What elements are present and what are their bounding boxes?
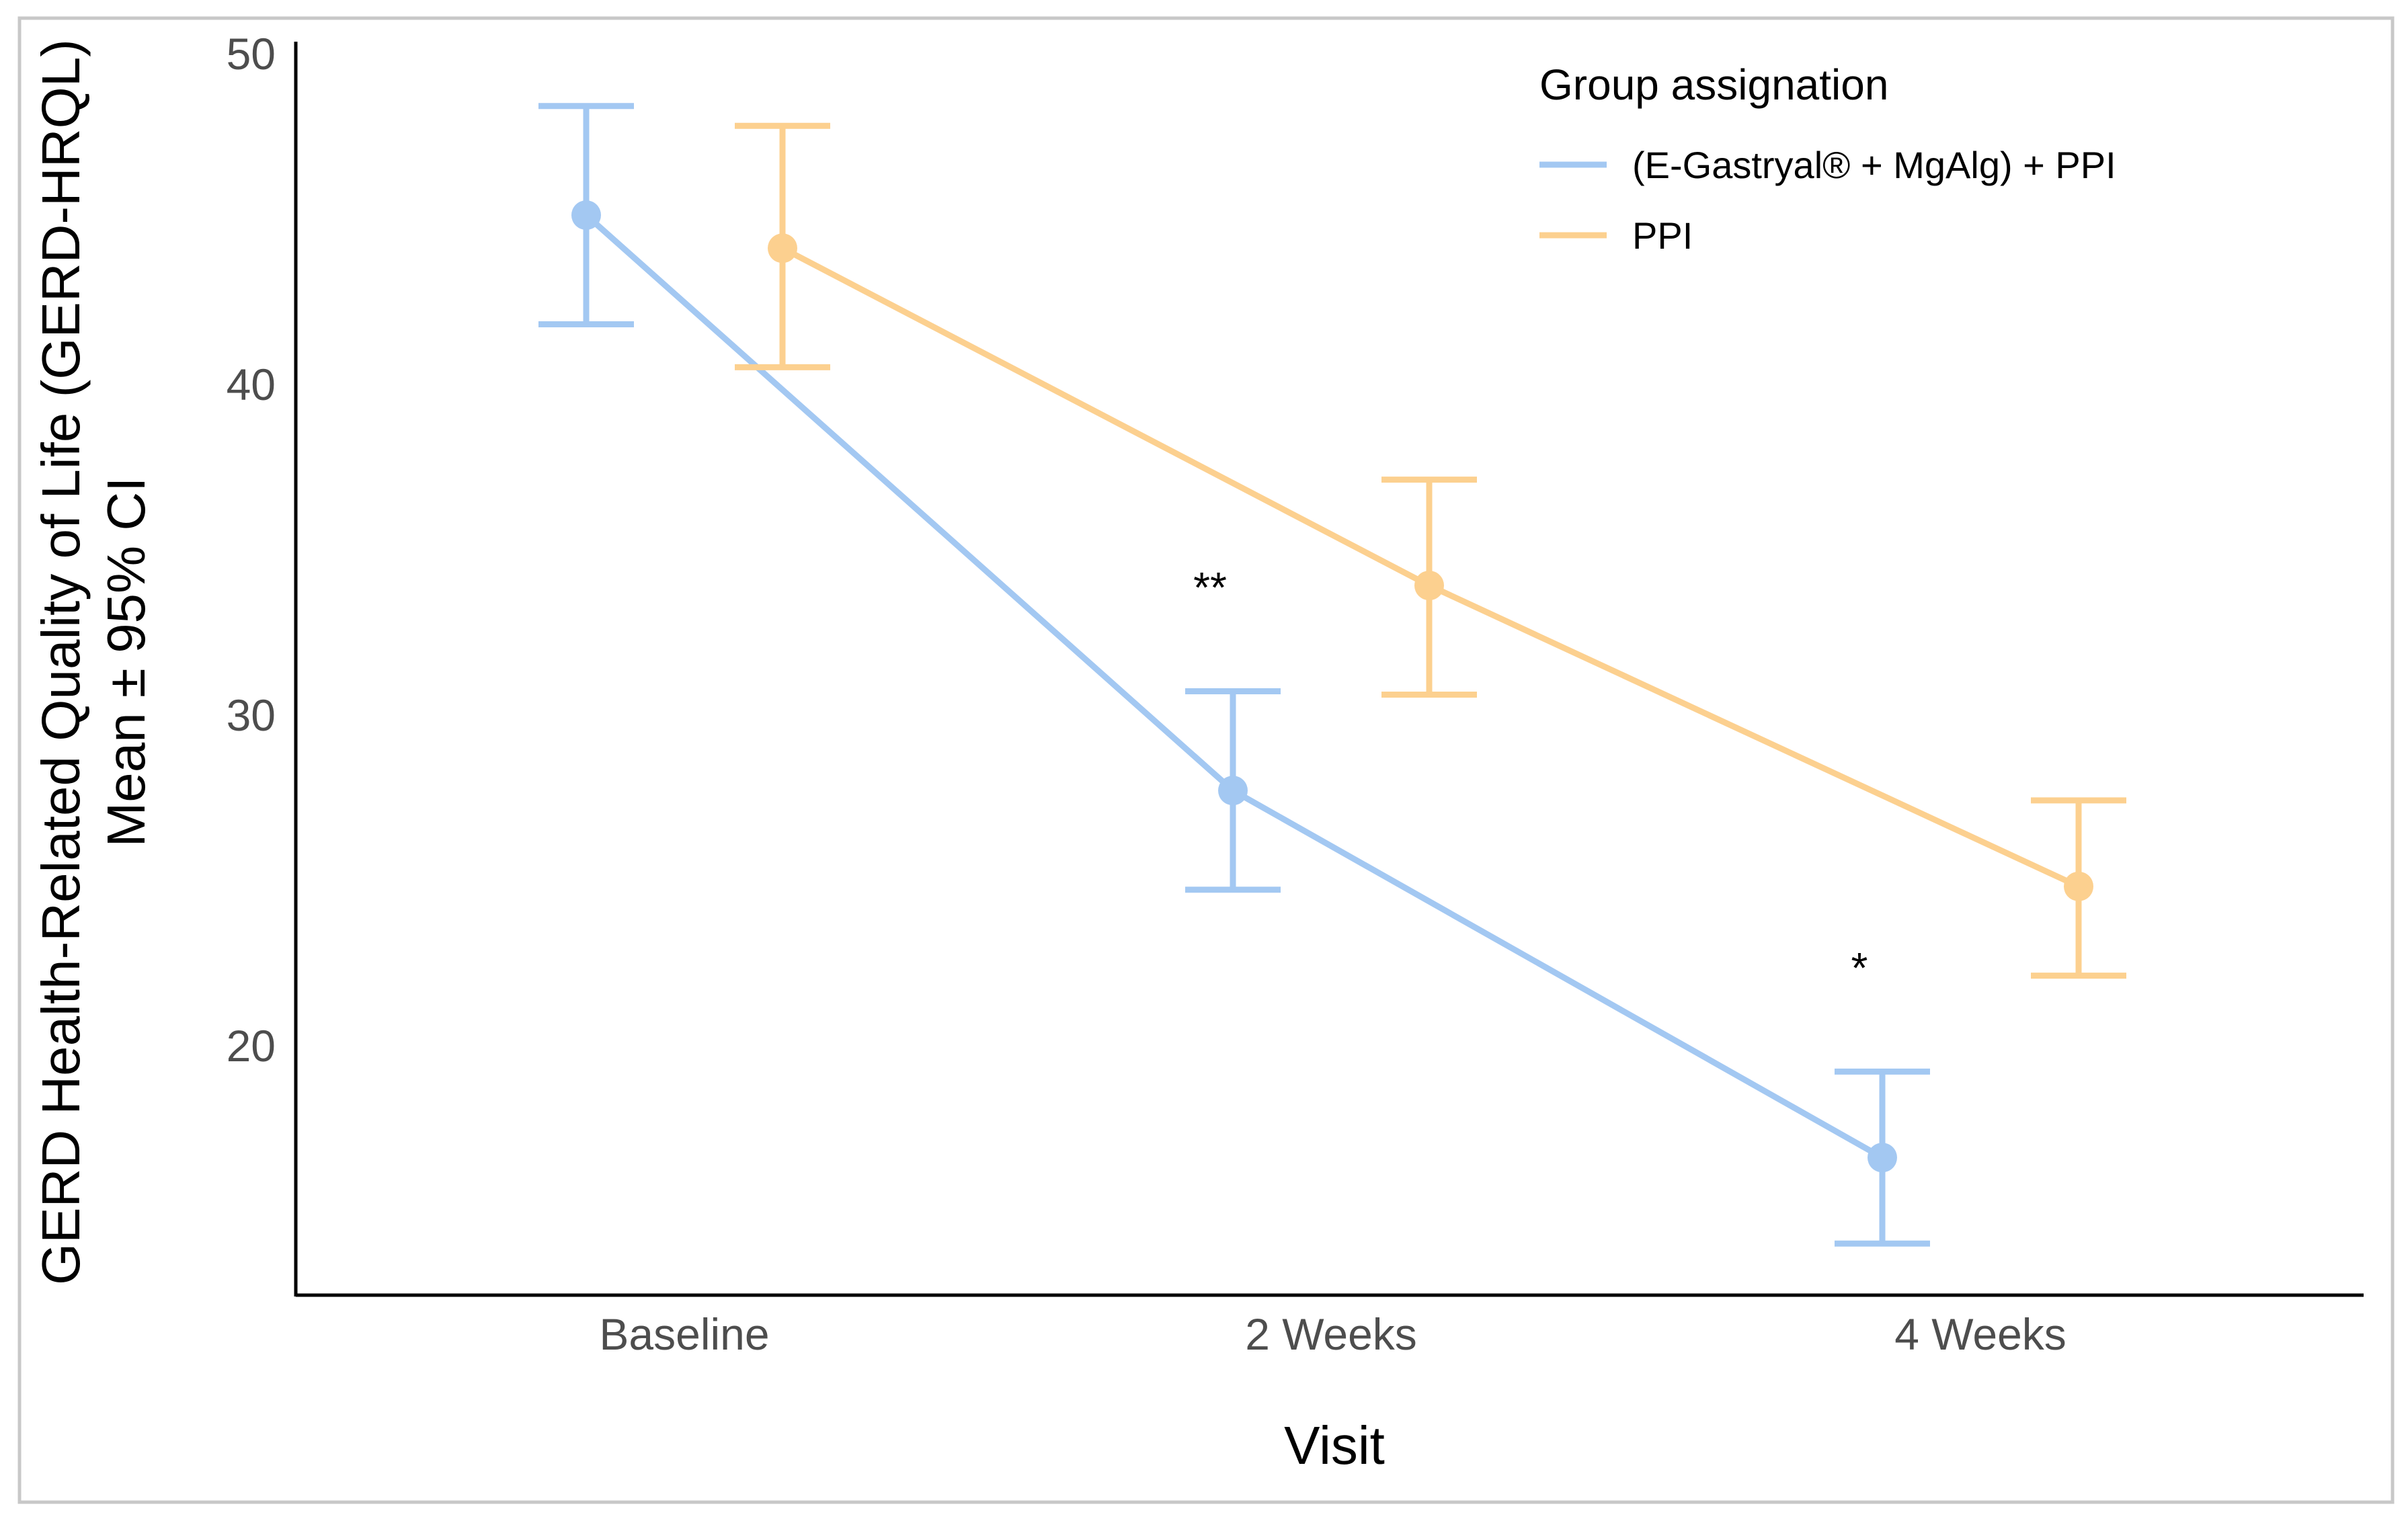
data-point-combo-1	[1218, 776, 1248, 806]
series-layer	[538, 103, 2126, 1247]
x-tick-labels: Baseline 2 Weeks 4 Weeks	[599, 1309, 2066, 1359]
data-point-ppi-1	[1414, 571, 1444, 601]
y-tick-label-20: 20	[227, 1021, 276, 1071]
y-tick-label-40: 40	[227, 360, 276, 409]
x-tick-label-4-weeks: 4 Weeks	[1894, 1309, 2066, 1359]
x-tick-label-baseline: Baseline	[599, 1309, 769, 1359]
data-point-ppi-0	[768, 233, 797, 263]
legend-title: Group assignation	[1539, 60, 1888, 109]
significance-marker-1: *	[1851, 944, 1868, 992]
legend: Group assignation (E-Gastryal® + MgAlg) …	[1539, 60, 2116, 257]
y-tick-label-30: 30	[227, 690, 276, 740]
data-point-ppi-2	[2064, 871, 2093, 901]
data-point-combo-0	[571, 200, 601, 231]
significance-marker-0: **	[1193, 563, 1227, 612]
y-axis-title-line2: Mean ± 95% CI	[96, 477, 156, 848]
y-tick-label-50: 50	[227, 29, 276, 79]
data-point-combo-2	[1868, 1143, 1897, 1173]
x-axis-title: Visit	[1284, 1415, 1385, 1475]
y-tick-labels: 20 30 40 50	[227, 29, 276, 1071]
legend-label-ppi: PPI	[1632, 214, 1693, 257]
y-axis-title-line1: GERD Health-Related Quality of Life (GER…	[31, 39, 91, 1285]
x-tick-label-2-weeks: 2 Weeks	[1245, 1309, 1417, 1359]
figure-frame	[17, 16, 2395, 1504]
annotation-layer: ***	[1193, 563, 1868, 992]
legend-label-combo: (E-Gastryal® + MgAlg) + PPI	[1632, 144, 2116, 186]
